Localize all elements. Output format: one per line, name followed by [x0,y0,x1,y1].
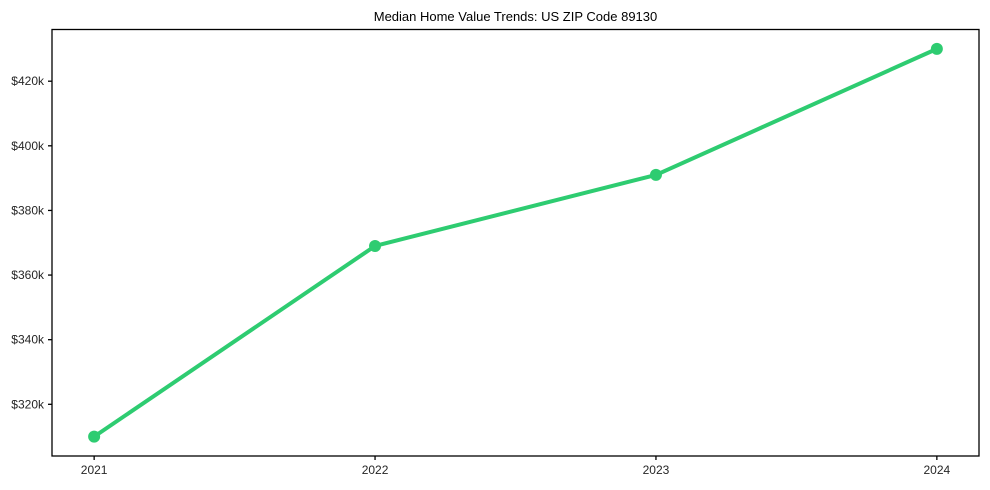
y-tick-label: $320k [11,397,45,411]
y-tick-label: $420k [11,74,45,88]
y-tick-label: $400k [11,139,45,153]
x-tick-label: 2023 [643,463,670,477]
data-point-marker [649,168,662,181]
y-tick-label: $340k [11,333,45,347]
data-point-marker [369,239,382,252]
y-tick-label: $360k [11,268,45,282]
data-point-marker [930,42,943,55]
data-point-marker [88,430,101,443]
x-tick-label: 2022 [362,463,389,477]
x-tick-label: 2021 [81,463,108,477]
chart-title: Median Home Value Trends: US ZIP Code 89… [373,9,658,24]
x-tick-label: 2024 [924,463,951,477]
plot-border [51,28,980,457]
trend-line [92,46,939,439]
y-tick-label: $380k [11,203,45,217]
